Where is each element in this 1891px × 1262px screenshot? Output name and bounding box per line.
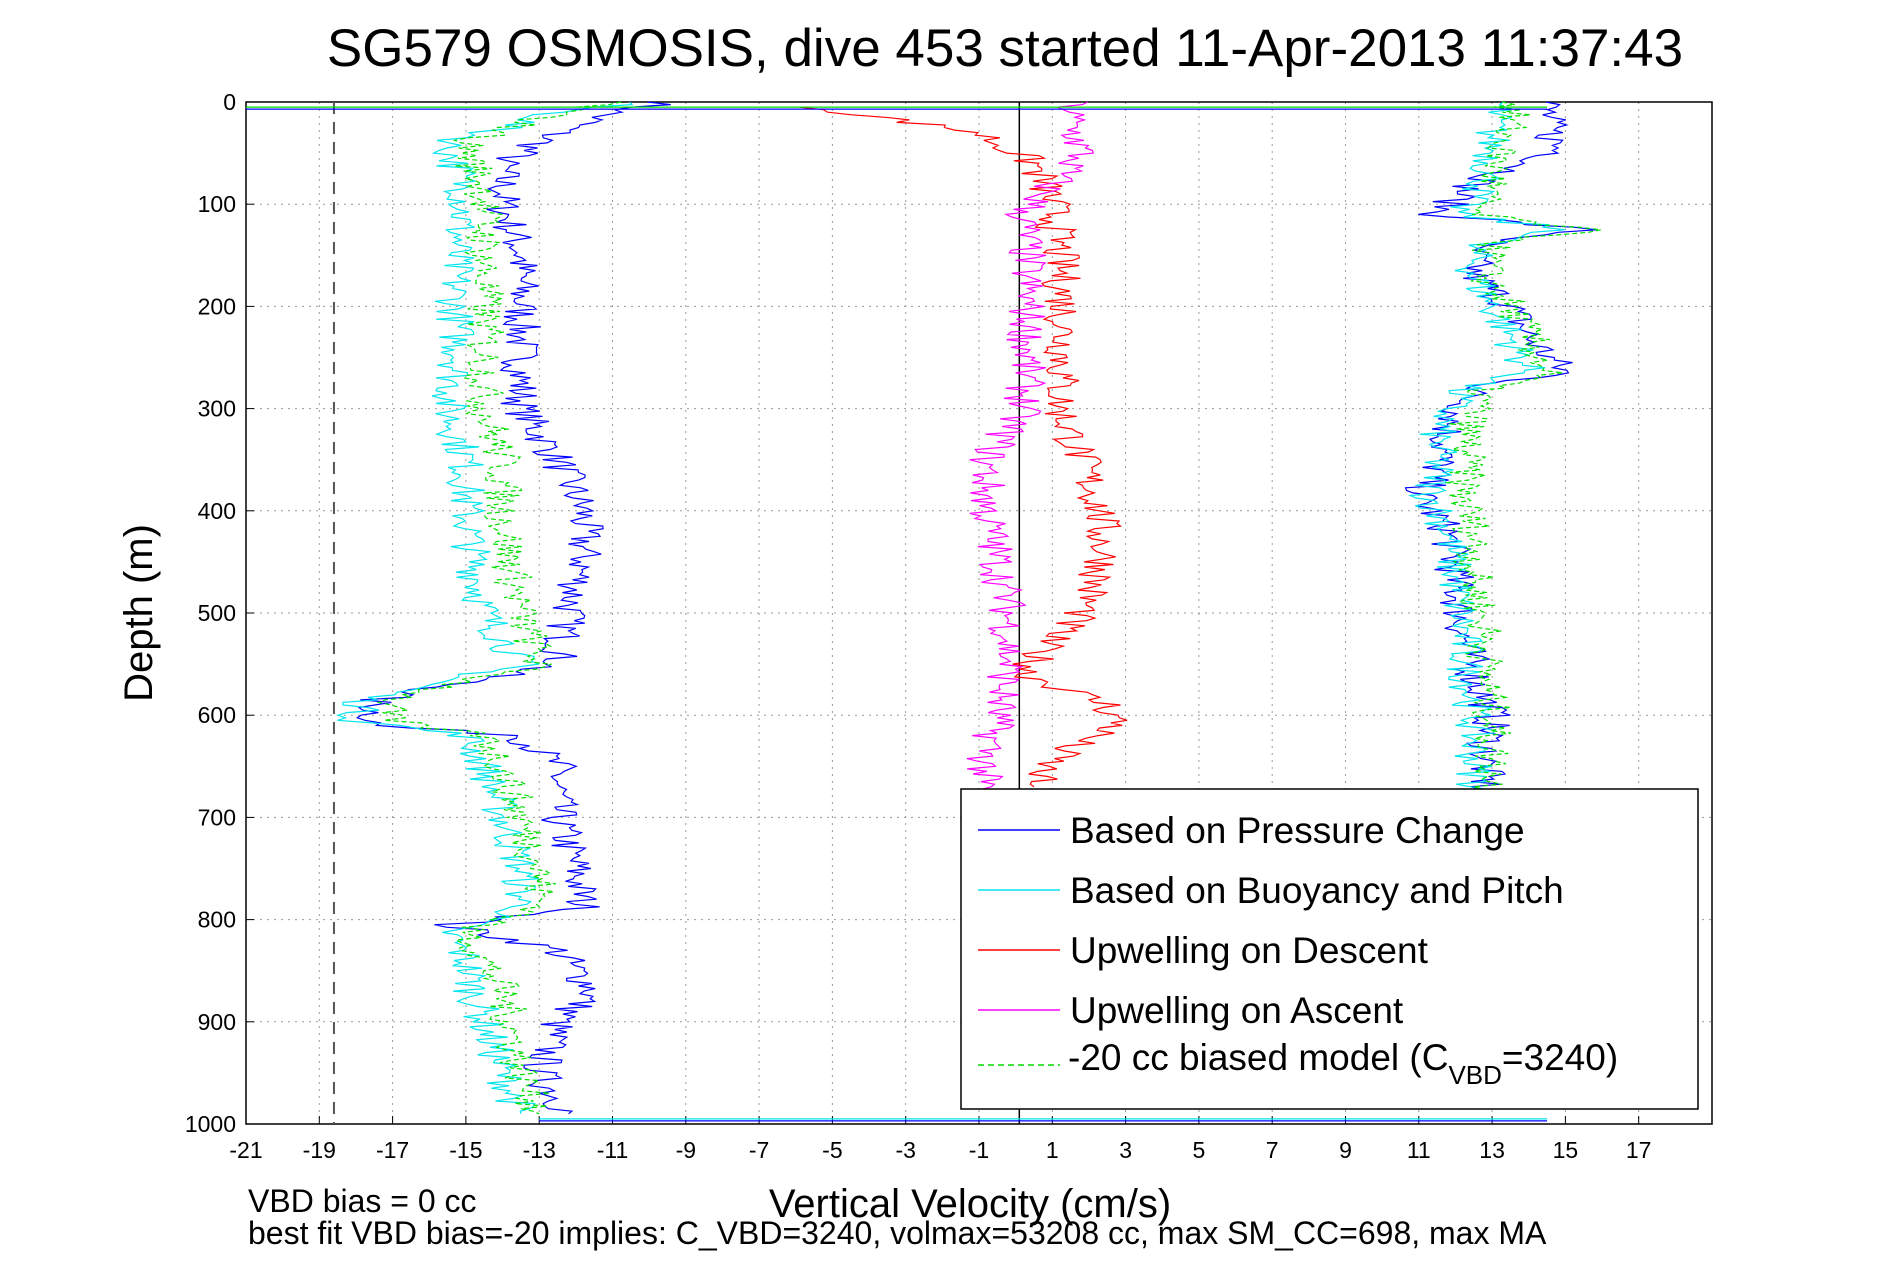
x-tick-label: 7 [1266,1137,1279,1163]
x-tick-label: -5 [822,1137,842,1163]
legend-label-pressure: Based on Pressure Change [1070,810,1525,851]
x-tick-label: -15 [449,1137,482,1163]
y-tick-label: 200 [198,293,236,319]
x-tick-label: -19 [303,1137,336,1163]
legend-box [960,788,1699,1110]
x-tick-label: -11 [597,1137,629,1163]
x-tick-label: -13 [523,1137,556,1163]
x-tick-label: -9 [676,1137,696,1163]
x-tick-label: 9 [1339,1137,1352,1163]
x-tick-label: 15 [1553,1137,1579,1163]
y-tick-label: 500 [198,600,236,626]
y-tick-label: 900 [198,1009,236,1035]
y-tick-label: 700 [198,804,236,830]
x-tick-label: -1 [969,1137,989,1163]
y-tick-label: 600 [198,702,236,728]
series-line [355,101,671,1115]
x-tick-label: 11 [1407,1137,1431,1163]
series-layer [246,101,1602,1122]
legend-label-up-ascent: Upwelling on Ascent [1070,990,1404,1031]
x-tick-label: -3 [895,1137,915,1163]
series-line [376,101,622,1115]
legend-label-buoyancy: Based on Buoyancy and Pitch [1070,870,1564,911]
series-line [1404,101,1597,798]
y-axis-ticks: 0 100 200 300 400 500 600 700 800 900 1000 [185,89,254,1137]
legend-label-up-descent: Upwelling on Descent [1070,930,1429,971]
series-line [966,101,1094,798]
x-tick-label: -17 [376,1137,409,1163]
x-tick-label: -7 [749,1137,769,1163]
x-tick-label: 17 [1626,1137,1652,1163]
legend-model-subscript: VBD [1448,1060,1501,1090]
y-tick-label: 800 [198,907,236,933]
y-tick-label: 0 [223,89,236,115]
x-tick-label: 1 [1046,1137,1059,1163]
chart-title: SG579 OSMOSIS, dive 453 started 11-Apr-2… [327,19,1683,78]
legend-model-suffix: =3240) [1502,1037,1618,1078]
y-tick-label: 400 [198,498,236,524]
y-tick-label: 100 [198,191,236,217]
x-tick-label: 3 [1119,1137,1132,1163]
legend: Based on Pressure Change Based on Buoyan… [960,788,1699,1110]
x-tick-label: 5 [1193,1137,1206,1163]
series-line [799,106,1128,788]
series-line [336,101,634,1114]
series-line [1408,101,1566,798]
series-line [1445,101,1602,798]
x-axis-label: Vertical Velocity (cm/s) [769,1182,1171,1226]
legend-label-model: -20 cc biased model (CVBD=3240) [1068,1037,1618,1090]
y-axis-label: Depth (m) [117,524,161,702]
x-tick-label: 13 [1479,1137,1505,1163]
footer-line-2: best fit VBD bias=-20 implies: C_VBD=324… [248,1215,1547,1251]
x-tick-label: -21 [229,1137,262,1163]
y-tick-label: 1000 [185,1111,236,1137]
footer-line-1: VBD bias = 0 cc [248,1183,477,1219]
x-axis-ticks: -21 -19 -17 -15 -13 -11 -9 -7 -5 -3 -1 1 3 5 7 9 11 13 15 1… [229,1116,1651,1163]
y-tick-label: 300 [198,396,236,422]
legend-model-prefix: -20 cc biased model (C [1068,1037,1448,1078]
grid-lines [246,102,1712,1124]
